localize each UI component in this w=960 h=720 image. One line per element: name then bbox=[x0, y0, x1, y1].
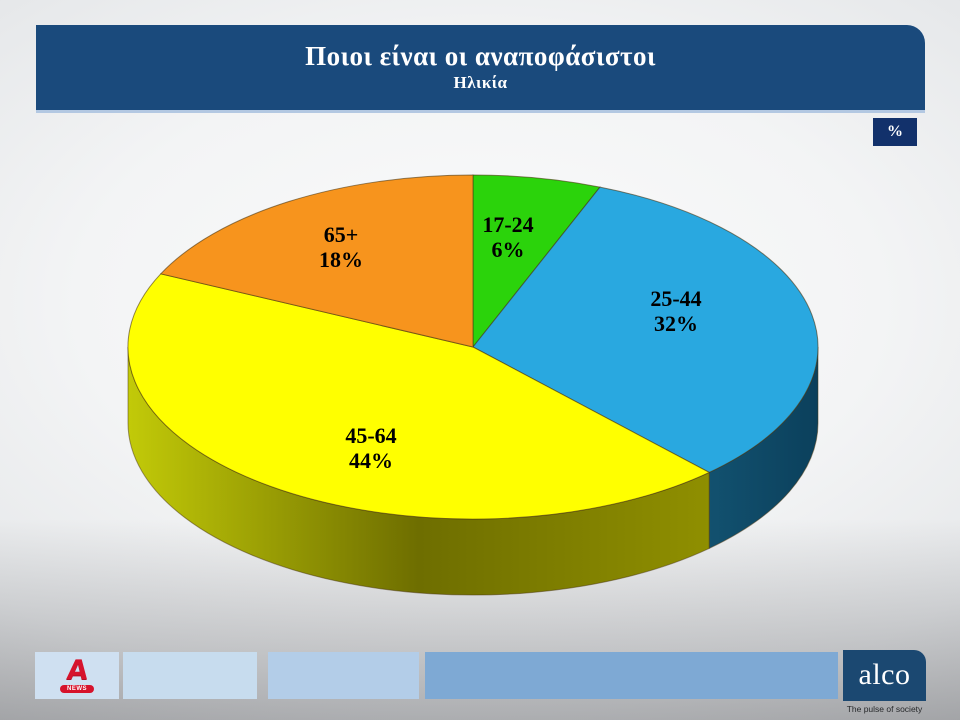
pie-slice-label-45-64: 45-64 44% bbox=[345, 423, 396, 473]
pie-slice-25-44 bbox=[472, 186, 819, 473]
percent-unit-badge: % bbox=[873, 118, 917, 146]
footer-tile-4 bbox=[425, 652, 838, 699]
footer-tile-2 bbox=[123, 652, 257, 699]
alco-tagline: The pulse of society bbox=[846, 704, 923, 714]
alco-logo: alco The pulse of society bbox=[843, 650, 926, 714]
alpha-news-logo: A NEWS bbox=[35, 652, 119, 699]
footer-tile-alpha: A NEWS bbox=[35, 652, 119, 699]
pie-slice-65+ bbox=[159, 174, 474, 348]
alco-wordmark: alco bbox=[843, 650, 926, 701]
pie-slice-label-65+: 65+ 18% bbox=[319, 222, 363, 272]
pie-slice-45-64 bbox=[127, 273, 711, 520]
slide-subtitle: Ηλικία bbox=[453, 73, 508, 92]
title-bar: Ποιοι είναι οι αναποφάσιστοι Ηλικία bbox=[36, 25, 925, 113]
pie-slice-17-24 bbox=[472, 174, 601, 349]
footer-tile-3 bbox=[268, 652, 419, 699]
alpha-letter: A bbox=[64, 655, 90, 686]
slide-title: Ποιοι είναι οι αναποφάσιστοι bbox=[305, 41, 656, 71]
pie-slice-label-17-24: 17-24 6% bbox=[482, 212, 533, 262]
alpha-news-banner: NEWS bbox=[60, 685, 94, 693]
pie-slice-label-25-44: 25-44 32% bbox=[650, 286, 701, 336]
